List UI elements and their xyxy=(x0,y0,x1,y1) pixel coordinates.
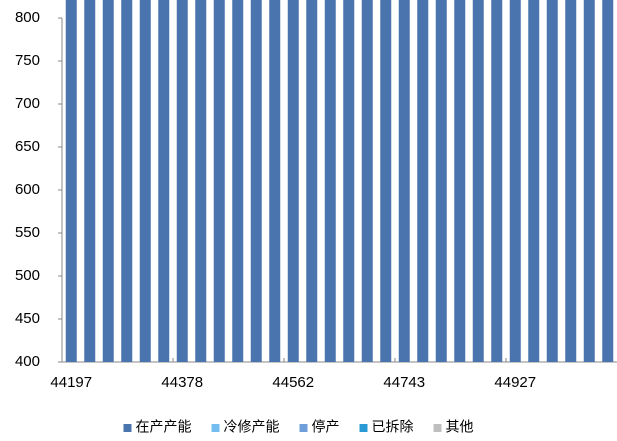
x-tick-label: 44743 xyxy=(383,374,425,391)
y-tick-label: 500 xyxy=(15,267,40,284)
y-tick-label: 550 xyxy=(15,224,40,241)
bar-segment xyxy=(472,0,484,362)
bar-segment xyxy=(546,0,558,362)
legend-swatch xyxy=(359,424,368,432)
bar-segment xyxy=(232,0,244,363)
legend-label: 冷修产能 xyxy=(224,419,280,435)
bar-segment xyxy=(398,0,410,362)
y-tick-label: 450 xyxy=(15,310,40,327)
legend-label: 其他 xyxy=(446,419,474,435)
y-tick-label: 650 xyxy=(15,138,40,155)
bar-segment xyxy=(509,0,521,362)
bar-segment xyxy=(65,0,77,363)
bar-segment xyxy=(528,0,540,363)
bar-segment xyxy=(250,0,262,363)
bar-segment xyxy=(84,0,96,363)
bar-segment xyxy=(602,0,614,362)
legend-label: 停产 xyxy=(312,419,340,435)
x-tick-label: 44378 xyxy=(161,374,203,391)
y-tick-label: 600 xyxy=(15,181,40,198)
bar-segment xyxy=(380,0,392,362)
bar-segment xyxy=(158,0,170,363)
bar-segment xyxy=(287,0,299,362)
bar-segment xyxy=(454,0,466,363)
bar-segment xyxy=(491,0,503,362)
bar-segment xyxy=(417,0,429,362)
x-tick-label: 44197 xyxy=(50,374,92,391)
bar-segment xyxy=(195,0,207,362)
bar-segment xyxy=(361,0,373,362)
legend-swatch xyxy=(211,424,220,432)
bar-segment xyxy=(269,0,281,362)
bar-segment xyxy=(139,0,151,363)
legend-swatch xyxy=(433,424,442,432)
bar-segment xyxy=(213,0,225,362)
bar-segment xyxy=(565,0,577,362)
legend-swatch xyxy=(299,424,308,432)
bar-segment xyxy=(343,0,355,363)
bar-segment xyxy=(324,0,336,362)
bar-segment xyxy=(583,0,595,363)
x-tick-label: 44927 xyxy=(494,374,536,391)
legend-swatch xyxy=(123,424,132,432)
bar-segment xyxy=(102,0,114,363)
bar-segment xyxy=(306,0,318,362)
x-tick-label: 44562 xyxy=(272,374,314,391)
legend-label: 在产产能 xyxy=(136,419,192,435)
y-tick-label: 700 xyxy=(15,95,40,112)
y-tick-label: 800 xyxy=(15,9,40,26)
bar-segment xyxy=(435,0,447,362)
y-tick-label: 750 xyxy=(15,52,40,69)
bar-segment xyxy=(121,0,133,363)
y-tick-label: 400 xyxy=(15,353,40,370)
bar-segment xyxy=(176,0,188,362)
legend-label: 已拆除 xyxy=(372,419,414,435)
